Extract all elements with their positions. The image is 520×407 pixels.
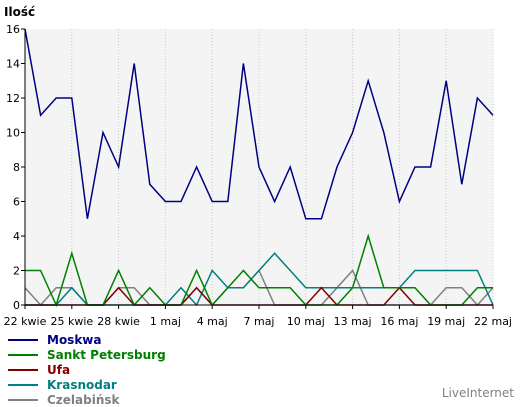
y-tick-label: 6 [13, 196, 20, 209]
y-tick-label: 10 [6, 127, 20, 140]
legend-swatch [8, 353, 38, 356]
legend-label: Czelabińsk [47, 392, 120, 407]
x-tick-label: 19 maj [427, 315, 465, 328]
x-tick-label: 4 maj [197, 315, 228, 328]
brand-label: LiveInternet [441, 386, 514, 400]
y-tick-label: 4 [13, 230, 20, 243]
legend-item: Sankt Petersburg [8, 347, 166, 362]
legend: Moskwa Sankt Petersburg Ufa Krasnodar Czelab… [8, 332, 166, 407]
legend-label: Moskwa [47, 332, 102, 347]
y-tick-label: 14 [6, 58, 20, 71]
x-tick-label: 10 maj [287, 315, 325, 328]
y-tick-label: 12 [6, 92, 20, 105]
legend-swatch [8, 383, 38, 386]
legend-item: Ufa [8, 362, 166, 377]
legend-swatch [8, 368, 38, 371]
legend-label: Ufa [47, 362, 71, 377]
x-tick-label: 1 maj [150, 315, 181, 328]
line-chart: 0 2 4 6 8 10 12 14 16 22 kwie 25 kwie 28 kwie 1 maj 4… [4, 5, 512, 328]
legend-label: Sankt Petersburg [47, 347, 166, 362]
x-tick-label: 13 maj [334, 315, 372, 328]
legend-label: Krasnodar [47, 377, 117, 392]
x-tick-label: 16 maj [380, 315, 418, 328]
legend-item: Moskwa [8, 332, 166, 347]
y-tick-label: 16 [6, 23, 20, 36]
legend-item: Krasnodar [8, 377, 166, 392]
y-tick-label: 2 [13, 265, 20, 278]
x-tick-label: 25 kwie [50, 315, 93, 328]
x-tick-label: 22 kwie [4, 315, 47, 328]
axis-layer [21, 28, 494, 309]
x-tick-label: 28 kwie [97, 315, 140, 328]
legend-swatch [8, 398, 38, 401]
label-layer: 0 2 4 6 8 10 12 14 16 22 kwie 25 kwie 28 kwie 1 maj 4… [4, 23, 512, 328]
legend-swatch [8, 338, 38, 341]
y-tick-label: 8 [13, 161, 20, 174]
x-tick-label: 7 maj [243, 315, 274, 328]
y-axis-title: Ilość [4, 5, 35, 19]
legend-item: Czelabińsk [8, 392, 166, 407]
y-tick-label: 0 [13, 299, 20, 312]
series-line-moskwa [24, 28, 494, 220]
x-tick-label: 22 maj [474, 315, 512, 328]
